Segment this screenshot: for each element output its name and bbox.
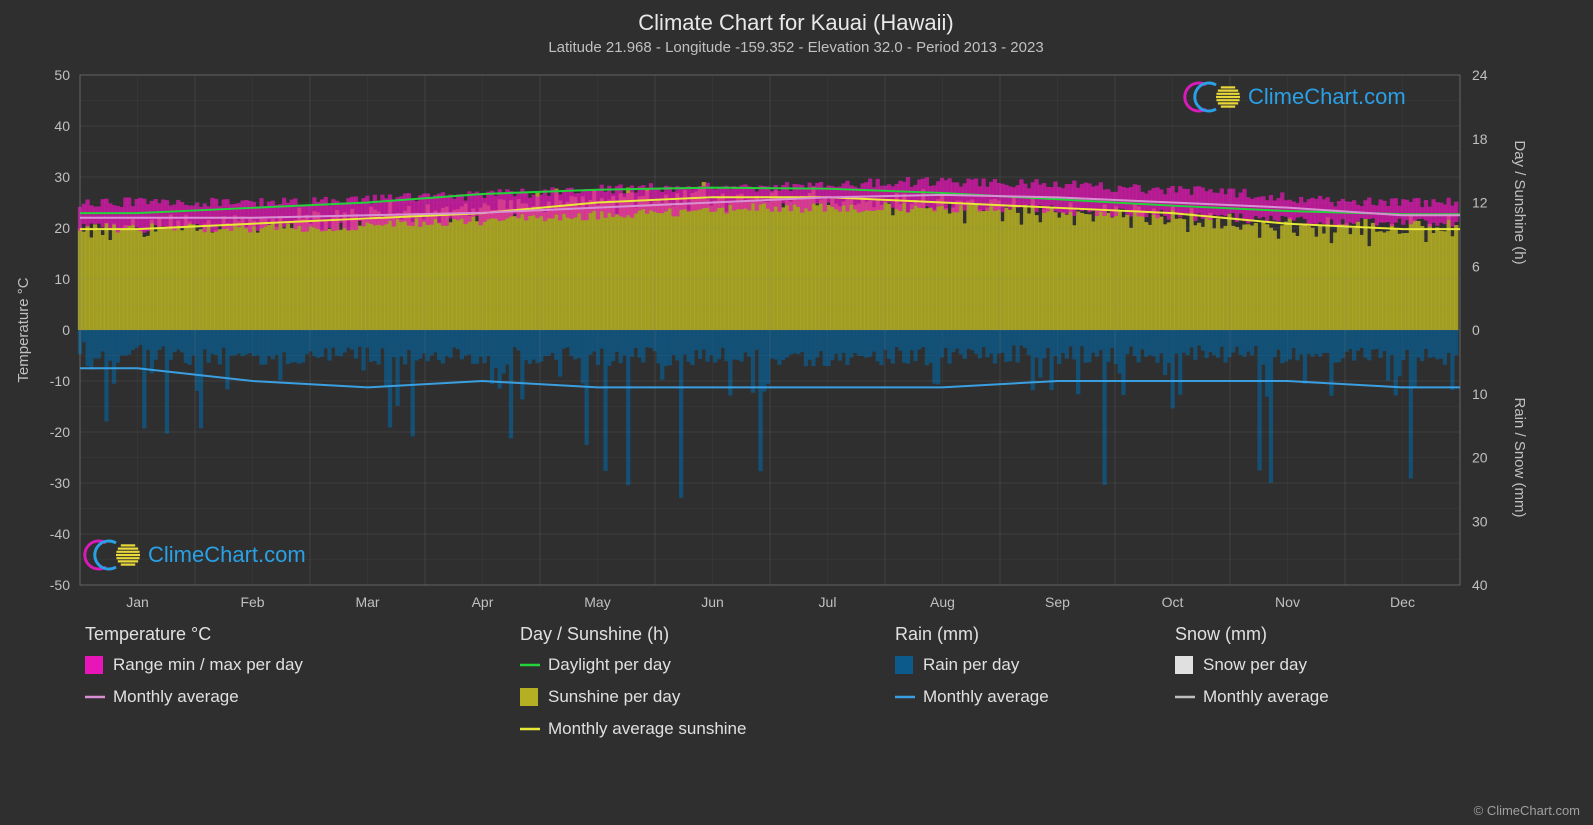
copyright: © ClimeChart.com: [1474, 803, 1580, 818]
month-label: Aug: [930, 594, 955, 610]
logo: ClimeChart.com: [85, 541, 306, 569]
chart-subtitle: Latitude 21.968 - Longitude -159.352 - E…: [548, 39, 1043, 56]
legend-header: Temperature °C: [85, 624, 211, 644]
ytick-right-rain: 40: [1472, 577, 1488, 593]
chart-svg: Climate Chart for Kauai (Hawaii) Latitude…: [0, 0, 1593, 825]
month-label: Oct: [1162, 594, 1184, 610]
ytick-left: -20: [50, 424, 70, 440]
legend-label: Monthly average: [113, 687, 239, 706]
legend-header: Day / Sunshine (h): [520, 624, 669, 644]
grid: [80, 75, 1460, 585]
ytick-left: 20: [54, 220, 70, 236]
legend-label: Range min / max per day: [113, 655, 303, 674]
ytick-right-rain: 10: [1472, 386, 1488, 402]
axis-label-left: Temperature °C: [15, 277, 32, 382]
legend-label: Monthly average: [1203, 687, 1329, 706]
ytick-left: 10: [54, 271, 70, 287]
legend-label: Sunshine per day: [548, 687, 681, 706]
chart-title: Climate Chart for Kauai (Hawaii): [638, 10, 953, 35]
legend-label: Rain per day: [923, 655, 1020, 674]
ytick-left: -40: [50, 526, 70, 542]
logo: ClimeChart.com: [1185, 83, 1406, 111]
ytick-left: 0: [62, 322, 70, 338]
legend-label: Snow per day: [1203, 655, 1307, 674]
month-label: Jan: [126, 594, 149, 610]
legend-swatch: [1175, 656, 1193, 674]
ytick-left: 50: [54, 67, 70, 83]
ytick-left: -30: [50, 475, 70, 491]
month-label: Dec: [1390, 594, 1415, 610]
ytick-right-rain: 20: [1472, 450, 1488, 466]
legend-header: Rain (mm): [895, 624, 979, 644]
ytick-left: 30: [54, 169, 70, 185]
month-label: Feb: [240, 594, 264, 610]
ytick-right-hours: 0: [1472, 322, 1480, 338]
month-label: Jun: [701, 594, 724, 610]
fill-layers: [80, 177, 1456, 498]
legend-swatch: [895, 656, 913, 674]
plot-area: [80, 75, 1460, 585]
month-label: Nov: [1275, 594, 1300, 610]
legend-label: Monthly average: [923, 687, 1049, 706]
axis-label-right-bottom: Rain / Snow (mm): [1511, 397, 1528, 517]
ytick-left: 40: [54, 118, 70, 134]
climate-chart: Climate Chart for Kauai (Hawaii) Latitude…: [0, 0, 1593, 825]
logo-text: ClimeChart.com: [148, 542, 306, 567]
month-label: Jul: [819, 594, 837, 610]
ytick-right-hours: 6: [1472, 258, 1480, 274]
ytick-right-rain: 30: [1472, 513, 1488, 529]
month-label: May: [584, 594, 610, 610]
axis-label-right-top: Day / Sunshine (h): [1511, 140, 1528, 264]
legend-label: Monthly average sunshine: [548, 719, 746, 738]
ytick-left: -10: [50, 373, 70, 389]
month-label: Mar: [355, 594, 379, 610]
legend-swatch: [85, 656, 103, 674]
month-label: Apr: [472, 594, 494, 610]
ytick-right-hours: 24: [1472, 67, 1488, 83]
logo-text: ClimeChart.com: [1248, 84, 1406, 109]
ytick-right-hours: 18: [1472, 131, 1488, 147]
ytick-left: -50: [50, 577, 70, 593]
legend-swatch: [520, 688, 538, 706]
ytick-right-hours: 12: [1472, 195, 1488, 211]
legend-header: Snow (mm): [1175, 624, 1267, 644]
legend-label: Daylight per day: [548, 655, 671, 674]
month-label: Sep: [1045, 594, 1070, 610]
